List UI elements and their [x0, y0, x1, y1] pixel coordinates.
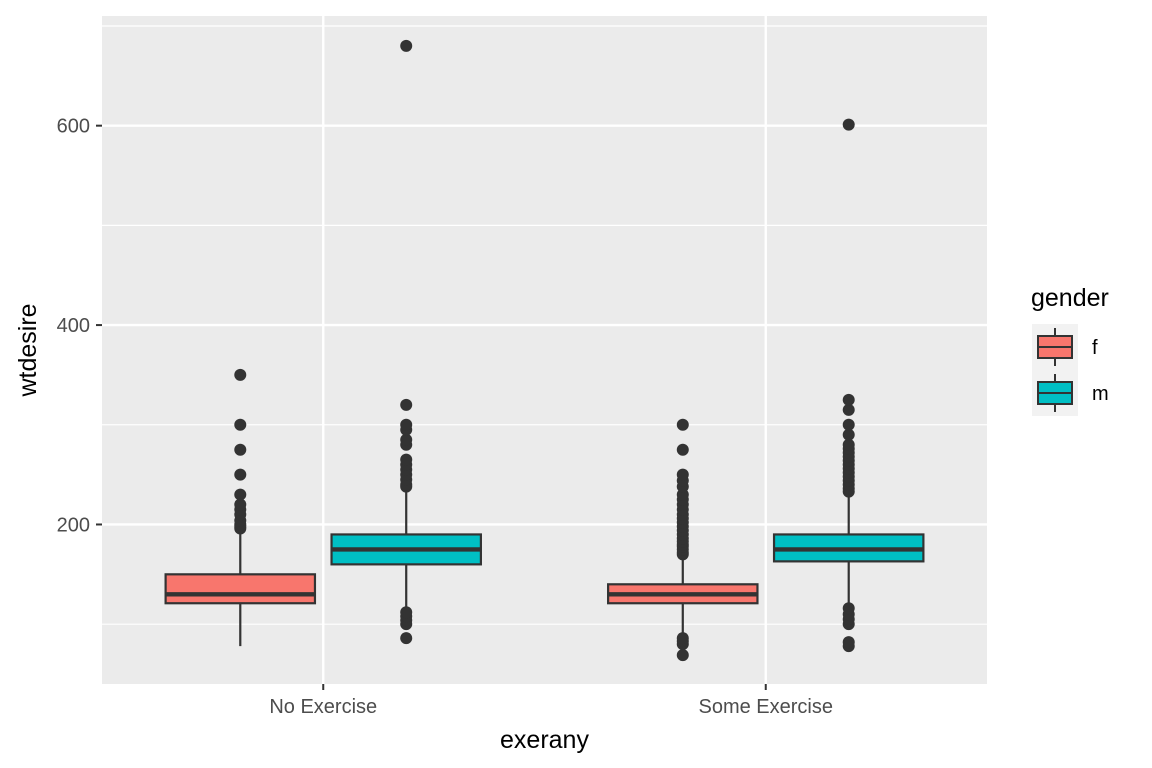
outlier-point — [842, 636, 855, 649]
y-tick-label: 600 — [57, 116, 90, 138]
outlier-point — [400, 433, 413, 446]
minor-gridlines — [102, 25, 987, 625]
outlier-point — [842, 428, 855, 441]
box-body — [164, 573, 317, 605]
outlier-point — [234, 468, 247, 481]
y-axis-title: wtdesire — [14, 303, 42, 397]
outlier-point — [400, 418, 413, 431]
outlier-point — [676, 468, 689, 481]
outlier-point — [676, 418, 689, 431]
box-m-no-exercise — [330, 39, 482, 645]
major-gridlines — [102, 16, 987, 684]
legend-key-f: f — [1032, 324, 1098, 370]
outlier-point — [400, 632, 413, 645]
outlier-point — [400, 398, 413, 411]
outlier-point — [234, 488, 247, 501]
outlier-point — [842, 403, 855, 416]
legend-label: m — [1092, 383, 1109, 405]
outlier-point — [842, 438, 855, 451]
legend-label: f — [1092, 337, 1098, 359]
outlier-point — [676, 632, 689, 645]
x-axis-title: exerany — [500, 726, 589, 754]
outlier-point — [400, 453, 413, 466]
outlier-point — [234, 498, 247, 511]
axes-layer: 200 400 600 No Exercise Some Exercise — [57, 116, 833, 718]
outlier-point — [234, 368, 247, 381]
legend-title: gender — [1031, 284, 1109, 312]
boxes-layer — [164, 39, 925, 662]
x-tick-label: Some Exercise — [699, 696, 834, 718]
outlier-point — [400, 606, 413, 619]
box-f-no-exercise — [164, 368, 317, 647]
outlier-point — [842, 602, 855, 615]
outlier-point — [234, 443, 247, 456]
outlier-point — [676, 443, 689, 456]
outlier-point — [842, 418, 855, 431]
x-tick-label: No Exercise — [269, 696, 377, 718]
box-f-some-exercise — [607, 418, 759, 662]
legend: gender f m — [1031, 284, 1109, 416]
outlier-point — [676, 649, 689, 662]
y-tick-label: 400 — [57, 315, 90, 337]
outlier-point — [234, 418, 247, 431]
outlier-point — [400, 39, 413, 52]
outlier-point — [842, 118, 855, 131]
y-tick-label: 200 — [57, 514, 90, 536]
plot-panel — [102, 16, 987, 684]
legend-key-m: m — [1032, 370, 1109, 416]
box-m-some-exercise — [772, 118, 925, 653]
outlier-point — [842, 393, 855, 406]
